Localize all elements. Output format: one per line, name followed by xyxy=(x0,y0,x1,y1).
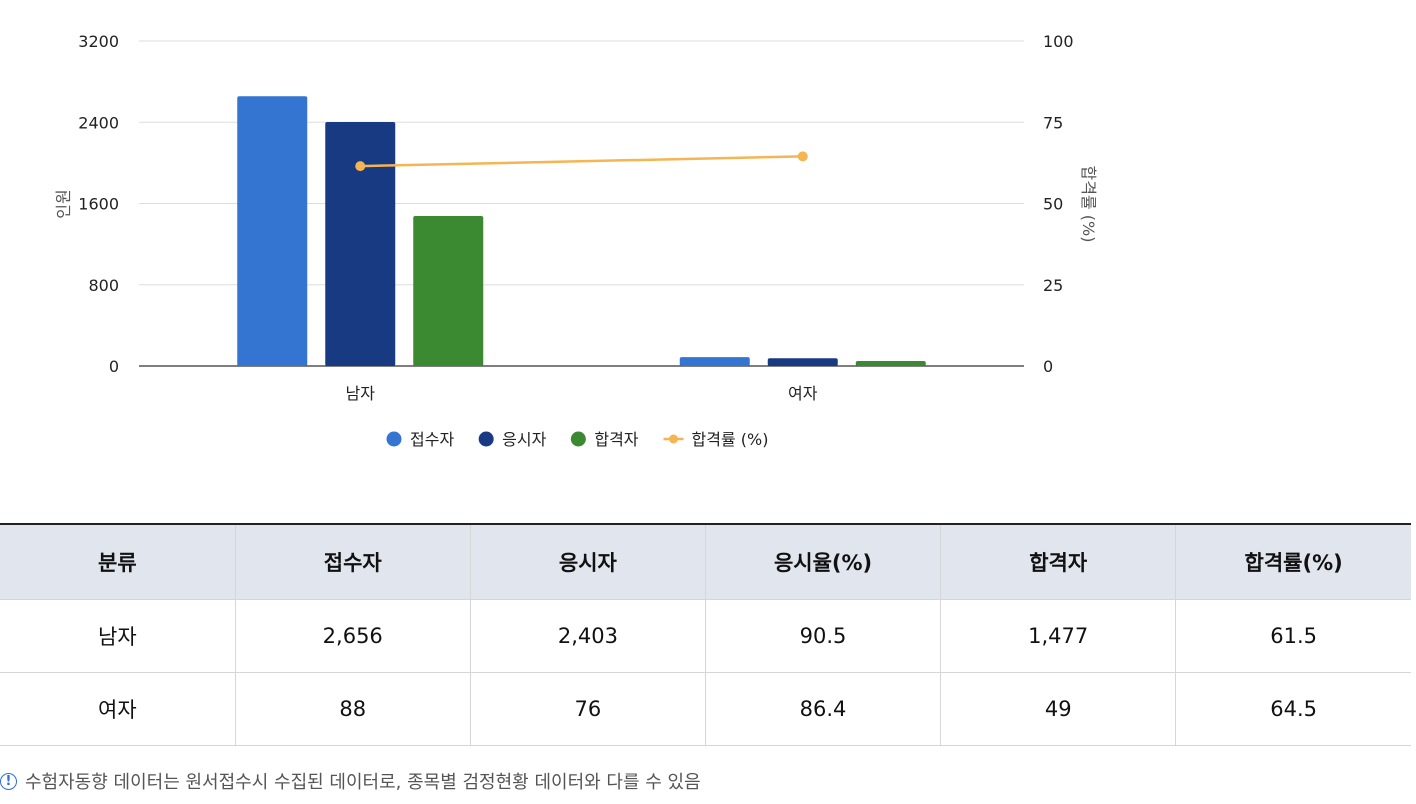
legend-label: 합격자 xyxy=(594,430,638,449)
y-tick-label: 1600 xyxy=(78,195,119,214)
header-pass-rate: 합격률(%) xyxy=(1175,524,1411,600)
y-tick-label: 0 xyxy=(109,357,119,376)
cell-category: 남자 xyxy=(0,599,236,673)
y-tick-label: 800 xyxy=(88,276,119,295)
y-tick-label: 2400 xyxy=(78,113,119,132)
header-category: 분류 xyxy=(0,524,236,600)
header-applicants: 접수자 xyxy=(235,524,471,600)
table-row: 여자 88 76 86.4 49 64.5 xyxy=(0,672,1411,746)
bar xyxy=(767,358,838,366)
y2-tick-label: 100 xyxy=(1043,32,1074,51)
legend-marker xyxy=(478,431,494,447)
cell-exam-rate: 90.5 xyxy=(705,599,942,673)
cell-passers: 49 xyxy=(940,672,1177,746)
bar xyxy=(855,361,926,366)
line-point xyxy=(797,151,808,162)
legend-label: 합격률 (%) xyxy=(692,430,769,449)
x-tick-label: 여자 xyxy=(788,384,818,403)
legend-label: 접수자 xyxy=(410,430,454,449)
stats-table: 분류 접수자 응시자 응시율(%) 합격자 합격률(%) 남자 2,656 2,… xyxy=(0,523,1411,746)
y2-tick-label: 25 xyxy=(1043,276,1063,295)
header-examinees: 응시자 xyxy=(470,524,706,600)
exclamation-circle-icon: ! xyxy=(0,772,17,790)
footnote-text: 수험자동향 데이터는 원서접수시 수집된 데이터로, 종목별 검정현황 데이터와… xyxy=(25,772,701,793)
header-exam-rate: 응시율(%) xyxy=(705,524,942,600)
cell-passers: 1,477 xyxy=(940,599,1177,673)
y2-tick-label: 0 xyxy=(1043,357,1053,376)
legend-marker xyxy=(386,431,402,447)
y-tick-label: 3200 xyxy=(78,32,119,51)
cell-applicants: 88 xyxy=(235,672,471,746)
y2-tick-label: 50 xyxy=(1043,195,1063,214)
cell-category: 여자 xyxy=(0,672,236,746)
line-point xyxy=(355,161,366,172)
x-tick-label: 남자 xyxy=(346,384,376,403)
cell-pass-rate: 61.5 xyxy=(1175,599,1411,673)
bar xyxy=(679,357,750,366)
cell-pass-rate: 64.5 xyxy=(1175,672,1411,746)
y2-tick-label: 75 xyxy=(1043,113,1063,132)
cell-examinees: 76 xyxy=(470,672,706,746)
footnote: ! 수험자동향 데이터는 원서접수시 수집된 데이터로, 종목별 검정현황 데이… xyxy=(0,768,701,794)
legend-marker xyxy=(570,431,586,447)
y-axis-title: 인원 xyxy=(54,189,73,218)
cell-applicants: 2,656 xyxy=(235,599,471,673)
header-passers: 합격자 xyxy=(940,524,1177,600)
legend-label: 응시자 xyxy=(502,430,546,449)
legend-marker xyxy=(669,434,679,444)
table-header-row: 분류 접수자 응시자 응시율(%) 합격자 합격률(%) xyxy=(0,524,1411,600)
series-line xyxy=(360,155,803,168)
y2-axis-title: 합격률 (%) xyxy=(1079,166,1098,243)
cell-examinees: 2,403 xyxy=(470,599,706,673)
table-row: 남자 2,656 2,403 90.5 1,477 61.5 xyxy=(0,599,1411,673)
cell-exam-rate: 86.4 xyxy=(705,672,942,746)
bar xyxy=(237,96,308,366)
bar xyxy=(325,121,396,366)
bar xyxy=(413,215,484,366)
